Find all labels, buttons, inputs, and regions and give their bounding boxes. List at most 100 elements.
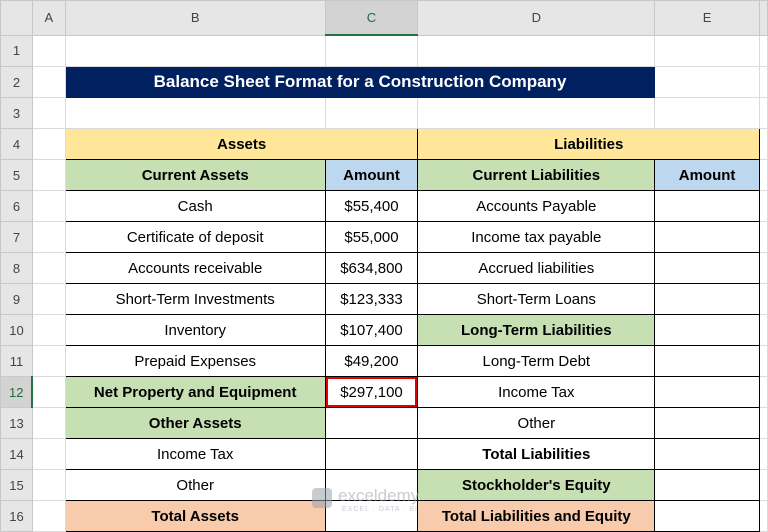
cell[interactable]: Amount <box>324 159 419 191</box>
row-header[interactable]: 11 <box>0 345 33 377</box>
cell[interactable] <box>31 159 66 191</box>
cell[interactable] <box>31 314 66 346</box>
cell[interactable]: Current Assets <box>64 159 326 191</box>
cell[interactable] <box>31 376 66 408</box>
corner[interactable] <box>0 0 33 36</box>
cell[interactable]: $123,333 <box>324 283 419 315</box>
cell[interactable] <box>654 314 760 346</box>
section-header[interactable]: Assets <box>64 128 419 160</box>
column-header[interactable]: B <box>64 0 326 36</box>
cell[interactable] <box>654 283 760 315</box>
cell[interactable]: Short-Term Loans <box>417 283 656 315</box>
cell[interactable] <box>31 128 66 160</box>
cell[interactable]: $634,800 <box>324 252 419 284</box>
row-header[interactable]: 13 <box>0 407 33 439</box>
cell[interactable]: Other <box>417 407 656 439</box>
cell[interactable]: Stockholder's Equity <box>417 469 656 501</box>
cell[interactable]: Short-Term Investments <box>64 283 326 315</box>
cell[interactable]: $107,400 <box>324 314 419 346</box>
cell[interactable] <box>758 407 768 439</box>
cell[interactable] <box>758 283 768 315</box>
cell[interactable] <box>31 252 66 284</box>
cell[interactable] <box>31 283 66 315</box>
cell[interactable] <box>324 469 419 501</box>
cell[interactable]: Other Assets <box>64 407 326 439</box>
cell[interactable]: Current Liabilities <box>417 159 656 191</box>
cell[interactable] <box>64 97 326 129</box>
cell[interactable] <box>758 190 768 222</box>
cell[interactable] <box>654 190 760 222</box>
column-header[interactable]: E <box>654 0 760 36</box>
cell[interactable] <box>324 438 419 470</box>
cell[interactable] <box>324 34 419 67</box>
row-header[interactable]: 4 <box>0 128 33 160</box>
cell[interactable]: $297,100 <box>324 376 419 408</box>
cell[interactable] <box>417 34 656 67</box>
cell[interactable] <box>654 66 760 98</box>
cell[interactable] <box>654 221 760 253</box>
cell[interactable] <box>758 500 768 532</box>
cell[interactable] <box>758 469 768 501</box>
cell[interactable] <box>31 66 66 98</box>
cell[interactable]: Accounts Payable <box>417 190 656 222</box>
cell[interactable] <box>324 407 419 439</box>
cell[interactable] <box>324 500 419 532</box>
cell[interactable] <box>324 97 419 129</box>
cell[interactable] <box>654 34 760 67</box>
column-header[interactable] <box>758 0 768 36</box>
cell[interactable] <box>758 128 768 160</box>
row-header[interactable]: 9 <box>0 283 33 315</box>
cell[interactable]: Net Property and Equipment <box>64 376 326 408</box>
cell[interactable] <box>64 34 326 67</box>
cell[interactable] <box>654 345 760 377</box>
cell[interactable] <box>758 252 768 284</box>
cell[interactable]: Total Liabilities <box>417 438 656 470</box>
cell[interactable]: Inventory <box>64 314 326 346</box>
cell[interactable]: Accounts receivable <box>64 252 326 284</box>
cell[interactable] <box>758 159 768 191</box>
cell[interactable] <box>31 500 66 532</box>
row-header[interactable]: 10 <box>0 314 33 346</box>
cell[interactable] <box>654 252 760 284</box>
cell[interactable]: Certificate of deposit <box>64 221 326 253</box>
cell[interactable] <box>758 314 768 346</box>
cell[interactable]: Prepaid Expenses <box>64 345 326 377</box>
section-header[interactable]: Liabilities <box>417 128 760 160</box>
row-header[interactable]: 3 <box>0 97 33 129</box>
cell[interactable] <box>654 469 760 501</box>
row-header[interactable]: 1 <box>0 34 33 67</box>
cell[interactable] <box>31 221 66 253</box>
cell[interactable]: Long-Term Liabilities <box>417 314 656 346</box>
cell[interactable] <box>31 345 66 377</box>
cell[interactable] <box>758 345 768 377</box>
column-header[interactable]: C <box>324 0 419 36</box>
row-header[interactable]: 16 <box>0 500 33 532</box>
cell[interactable] <box>654 376 760 408</box>
cell[interactable] <box>758 376 768 408</box>
column-header[interactable]: A <box>31 0 66 36</box>
cell[interactable] <box>758 97 768 129</box>
cell[interactable] <box>654 97 760 129</box>
cell[interactable]: Income Tax <box>417 376 656 408</box>
cell[interactable] <box>758 221 768 253</box>
cell[interactable] <box>654 438 760 470</box>
row-header[interactable]: 2 <box>0 66 33 98</box>
cell[interactable]: Long-Term Debt <box>417 345 656 377</box>
cell[interactable]: Income tax payable <box>417 221 656 253</box>
row-header[interactable]: 15 <box>0 469 33 501</box>
cell[interactable] <box>758 438 768 470</box>
cell[interactable] <box>758 34 768 67</box>
row-header[interactable]: 12 <box>0 376 34 408</box>
row-header[interactable]: 14 <box>0 438 33 470</box>
cell[interactable]: Accrued liabilities <box>417 252 656 284</box>
title-cell[interactable]: Balance Sheet Format for a Construction … <box>64 66 656 98</box>
cell[interactable]: $49,200 <box>324 345 419 377</box>
cell[interactable]: Cash <box>64 190 326 222</box>
cell[interactable] <box>31 34 66 67</box>
row-header[interactable]: 8 <box>0 252 33 284</box>
cell[interactable]: Amount <box>654 159 760 191</box>
cell[interactable] <box>31 97 66 129</box>
row-header[interactable]: 5 <box>0 159 33 191</box>
row-header[interactable]: 6 <box>0 190 33 222</box>
column-header[interactable]: D <box>417 0 656 36</box>
